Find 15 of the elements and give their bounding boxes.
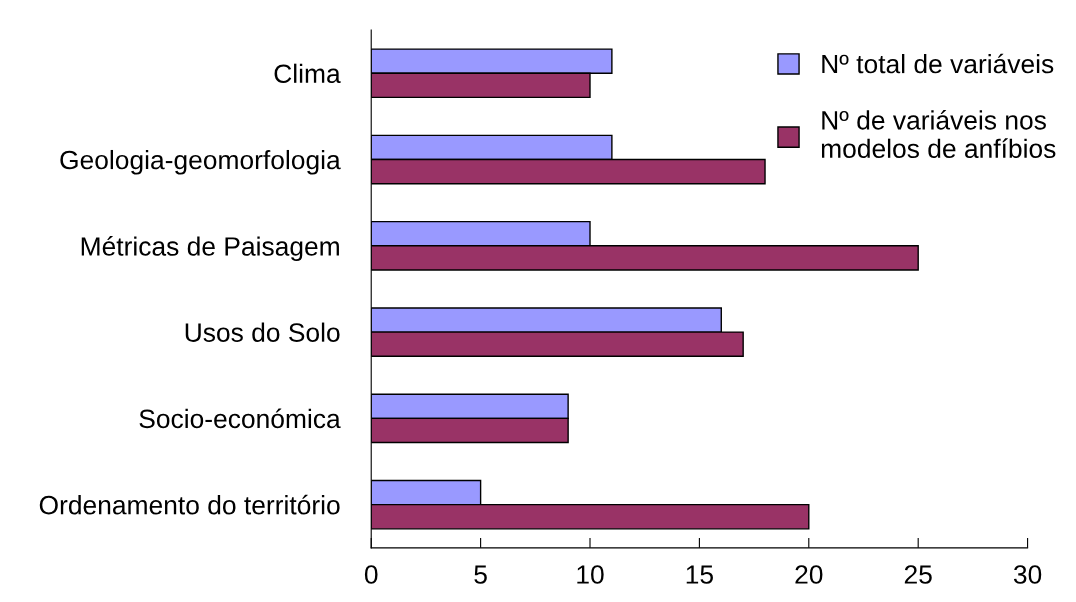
x-tick-label: 20 (795, 565, 823, 584)
y-tick-label: Métricas de Paisagem (81, 236, 339, 262)
legend-label: Nº de variáveis nos modelos de anfíbios (821, 109, 1056, 159)
x-tick-label: 15 (686, 565, 713, 584)
y-tick-label: Usos do Solo (185, 322, 340, 342)
y-tick-label: Socio-económica (139, 408, 341, 429)
x-tick-label: 30 (1013, 565, 1042, 584)
x-tick-label: 25 (904, 565, 932, 584)
y-tick-label: Ordenamento do território (39, 494, 340, 515)
x-tick-label: 10 (577, 565, 604, 584)
x-tick-label: 0 (364, 565, 378, 584)
y-tick-label: Geologia-geomorfologia (60, 149, 341, 175)
legend-label: Nº total de variáveis (822, 53, 1054, 74)
y-tick-label: Clima (274, 63, 341, 84)
x-tick-label: 5 (474, 565, 487, 584)
